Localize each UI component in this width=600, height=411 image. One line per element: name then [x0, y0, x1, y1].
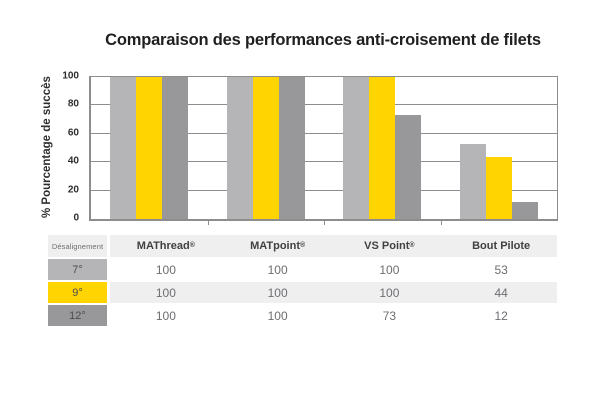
bar-chart-plot-area: [89, 76, 558, 225]
y-tick-label-80: 80: [67, 98, 79, 110]
x-axis-tick: [207, 221, 209, 225]
table-row-7°: 7° 100 100 100 53: [48, 259, 557, 280]
row-values: 100 100 100 53: [110, 259, 557, 280]
column-header-matpoint: MATpoint ®: [250, 240, 306, 252]
value-cell: 100: [267, 308, 288, 323]
value-cell: 100: [267, 285, 288, 300]
bar-12°-vspoint: [395, 115, 422, 219]
bars-layer: [91, 77, 557, 219]
x-axis-tick: [440, 221, 442, 225]
bar-group-3: [324, 77, 441, 219]
misalignment-header-cell: Désalignement: [48, 235, 107, 257]
y-tick-label-100: 100: [62, 70, 79, 82]
bar-9°-mathread: [136, 77, 163, 219]
row-values: 100 100 73 12: [110, 305, 557, 326]
value-cell: 100: [379, 285, 400, 300]
table-header-row: Désalignement MAThread ® MATpoint ® VS Point…: [48, 235, 557, 257]
gridline-20: [91, 189, 557, 191]
bar-7°-matpoint: [226, 77, 253, 219]
row-label-7°: 7°: [48, 259, 107, 280]
column-header-vspoint: VS Point ®: [364, 240, 415, 252]
column-header-boutpilote: Bout Pilote: [472, 240, 531, 252]
bar-12°-mathread: [162, 77, 189, 219]
y-tick-label-40: 40: [67, 155, 79, 167]
y-tick-label-20: 20: [67, 184, 79, 196]
value-cell: 100: [155, 308, 176, 323]
gridline-60: [91, 132, 557, 134]
bar-9°-vspoint: [369, 77, 396, 219]
y-tick-label-60: 60: [67, 127, 79, 139]
value-cell: 44: [494, 285, 508, 300]
chart-title: Comparaison des performances anti-croise…: [105, 31, 541, 49]
bar-9°-matpoint: [252, 77, 279, 219]
bar-7°-vspoint: [343, 77, 370, 219]
table-header-columns: MAThread ® MATpoint ® VS Point ® Bout Pilote: [110, 235, 557, 257]
row-label-9°: 9°: [48, 282, 107, 303]
bar-9°-boutpilote: [485, 156, 512, 219]
value-cell: 100: [267, 262, 288, 277]
row-values: 100 100 100 44: [110, 282, 557, 303]
bar-group-2: [208, 77, 325, 219]
row-label-12°: 12°: [48, 305, 107, 326]
table-row-9°: 9° 100 100 100 44: [48, 282, 557, 303]
bar-7°-boutpilote: [459, 143, 486, 219]
value-cell: 53: [494, 262, 508, 277]
x-axis-tick: [324, 221, 325, 225]
value-cell: 12: [494, 308, 508, 323]
y-tick-label-0: 0: [73, 212, 79, 224]
bar-group-1: [91, 77, 208, 219]
table-row-12°: 12° 100 100 73 12: [48, 305, 557, 326]
column-header-mathread: MAThread ®: [136, 240, 195, 252]
value-cell: 73: [382, 308, 397, 323]
results-table: Désalignement MAThread ® MATpoint ® VS Point…: [48, 235, 557, 326]
bar-12°-boutpilote: [511, 201, 538, 219]
bar-12°-matpoint: [278, 77, 305, 219]
value-cell: 100: [379, 262, 400, 277]
gridline-40: [91, 161, 557, 163]
value-cell: 100: [155, 262, 176, 277]
bar-group-4: [441, 77, 558, 219]
y-axis-tick-labels: 0 20 40 60 80 100: [52, 71, 84, 224]
value-cell: 100: [155, 285, 176, 300]
bar-7°-mathread: [110, 77, 137, 219]
gridline-80: [91, 104, 557, 106]
